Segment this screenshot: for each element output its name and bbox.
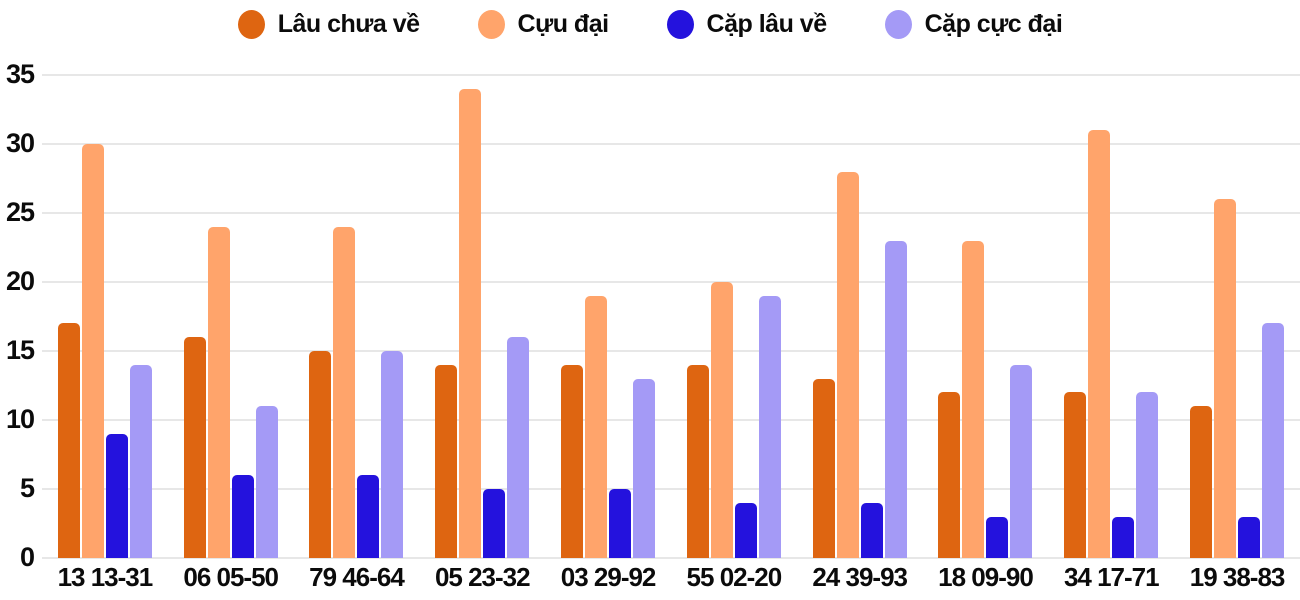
bar-group-5: [545, 75, 671, 558]
bar-s2-g8[interactable]: [962, 240, 985, 558]
bar-s1-g9[interactable]: [1064, 392, 1087, 558]
bar-group-8: [923, 75, 1049, 558]
bar-s3-g7[interactable]: [860, 502, 883, 558]
x-tick-label: 24 39-93: [812, 562, 908, 592]
bar-s1-g5[interactable]: [561, 364, 584, 558]
bar-s2-g2[interactable]: [207, 226, 230, 558]
legend-label: Cặp cực đại: [924, 9, 1063, 38]
bar-s2-g3[interactable]: [333, 226, 356, 558]
legend-dot-icon: [666, 9, 694, 39]
x-tick-label: 19 38-83: [1189, 562, 1286, 592]
y-tick-label: 10: [5, 404, 35, 434]
bar-s2-g6[interactable]: [710, 282, 733, 558]
bar-s4-g8[interactable]: [1010, 364, 1033, 558]
gridline-15: [42, 350, 1300, 352]
gridline-35: [42, 74, 1300, 76]
bar-s3-g5[interactable]: [609, 489, 632, 558]
gridline-25: [42, 212, 1300, 214]
bar-group-6: [671, 75, 797, 558]
bar-s4-g6[interactable]: [758, 295, 781, 558]
bar-s3-g2[interactable]: [231, 475, 254, 558]
y-tick-label: 0: [19, 542, 35, 572]
legend-item-1[interactable]: Lâu chưa về: [237, 9, 420, 39]
y-tick-label: 20: [5, 266, 35, 296]
legend-label: Cặp lâu về: [706, 9, 828, 38]
x-tick-label: 05 23-32: [434, 562, 531, 592]
bar-s2-g7[interactable]: [836, 171, 859, 558]
bar-s3-g9[interactable]: [1112, 516, 1135, 558]
bar-s2-g9[interactable]: [1088, 130, 1111, 558]
bar-s4-g10[interactable]: [1262, 323, 1285, 558]
x-tick-label: 79 46-64: [309, 562, 405, 592]
legend-dot-icon: [237, 9, 265, 39]
gridline-30: [42, 143, 1300, 145]
legend-item-4[interactable]: Cặp cực đại: [884, 9, 1063, 39]
bar-s1-g7[interactable]: [812, 378, 835, 558]
legend-dot-icon: [477, 9, 505, 39]
bar-s3-g4[interactable]: [483, 489, 506, 558]
gridline-20: [42, 281, 1300, 283]
bar-group-10: [1174, 75, 1300, 558]
bar-s4-g2[interactable]: [255, 406, 278, 558]
legend-label: Lâu chưa về: [277, 9, 420, 38]
bar-s2-g10[interactable]: [1214, 199, 1237, 558]
x-tick-label: 06 05-50: [183, 562, 279, 592]
legend-item-3[interactable]: Cặp lâu về: [666, 9, 828, 39]
bar-s1-g1[interactable]: [57, 323, 80, 558]
gridline-5: [42, 488, 1300, 490]
bar-group-2: [168, 75, 294, 558]
bar-s1-g3[interactable]: [309, 351, 332, 558]
bar-s3-g1[interactable]: [105, 433, 128, 558]
bar-groups: [42, 75, 1300, 558]
bar-s2-g1[interactable]: [81, 144, 104, 558]
plot-area: 0 5 10 15 20 25 30 35: [6, 61, 1300, 571]
bar-s4-g1[interactable]: [129, 364, 152, 558]
bar-group-3: [294, 75, 420, 558]
bar-s4-g5[interactable]: [633, 378, 656, 558]
bar-s3-g6[interactable]: [734, 502, 757, 558]
bar-s3-g3[interactable]: [357, 475, 380, 558]
x-tick-label: 13 13-31: [57, 562, 154, 592]
x-tick-label: 34 17-71: [1063, 562, 1160, 592]
bar-group-7: [797, 75, 923, 558]
bar-s4-g4[interactable]: [507, 337, 530, 558]
bar-s1-g8[interactable]: [938, 392, 961, 558]
bar-group-1: [42, 75, 168, 558]
bar-s1-g6[interactable]: [686, 364, 709, 558]
x-tick-label: 18 09-90: [938, 562, 1034, 592]
bar-s4-g7[interactable]: [884, 240, 907, 558]
x-tick-label: 55 02-20: [686, 562, 783, 592]
bar-s1-g4[interactable]: [435, 364, 458, 558]
legend-dot-icon: [884, 9, 912, 39]
gridline-0: [42, 557, 1300, 559]
bar-s2-g4[interactable]: [459, 88, 482, 558]
y-tick-label: 25: [5, 197, 35, 227]
x-tick-label: 03 29-92: [560, 562, 657, 592]
bar-s4-g9[interactable]: [1136, 392, 1159, 558]
bar-s1-g10[interactable]: [1190, 406, 1213, 558]
bar-s1-g2[interactable]: [183, 337, 206, 558]
bar-s2-g5[interactable]: [585, 295, 608, 558]
legend: Lâu chưa về Cựu đại Cặp lâu về Cặp cực đại: [0, 4, 1300, 44]
bar-s3-g8[interactable]: [986, 516, 1009, 558]
y-tick-label: 15: [5, 335, 35, 365]
y-tick-label: 35: [5, 59, 35, 89]
legend-label: Cựu đại: [517, 9, 610, 38]
gridline-10: [42, 419, 1300, 421]
legend-item-2[interactable]: Cựu đại: [477, 9, 610, 39]
y-tick-label: 5: [19, 473, 35, 503]
bar-s3-g10[interactable]: [1238, 516, 1261, 558]
bar-group-9: [1048, 75, 1174, 558]
bar-group-4: [419, 75, 545, 558]
bar-s4-g3[interactable]: [381, 351, 404, 558]
x-axis: 13 13-31 06 05-50 79 46-64 05 23-32 03 29-92…: [42, 562, 1300, 593]
y-tick-label: 30: [5, 128, 35, 158]
